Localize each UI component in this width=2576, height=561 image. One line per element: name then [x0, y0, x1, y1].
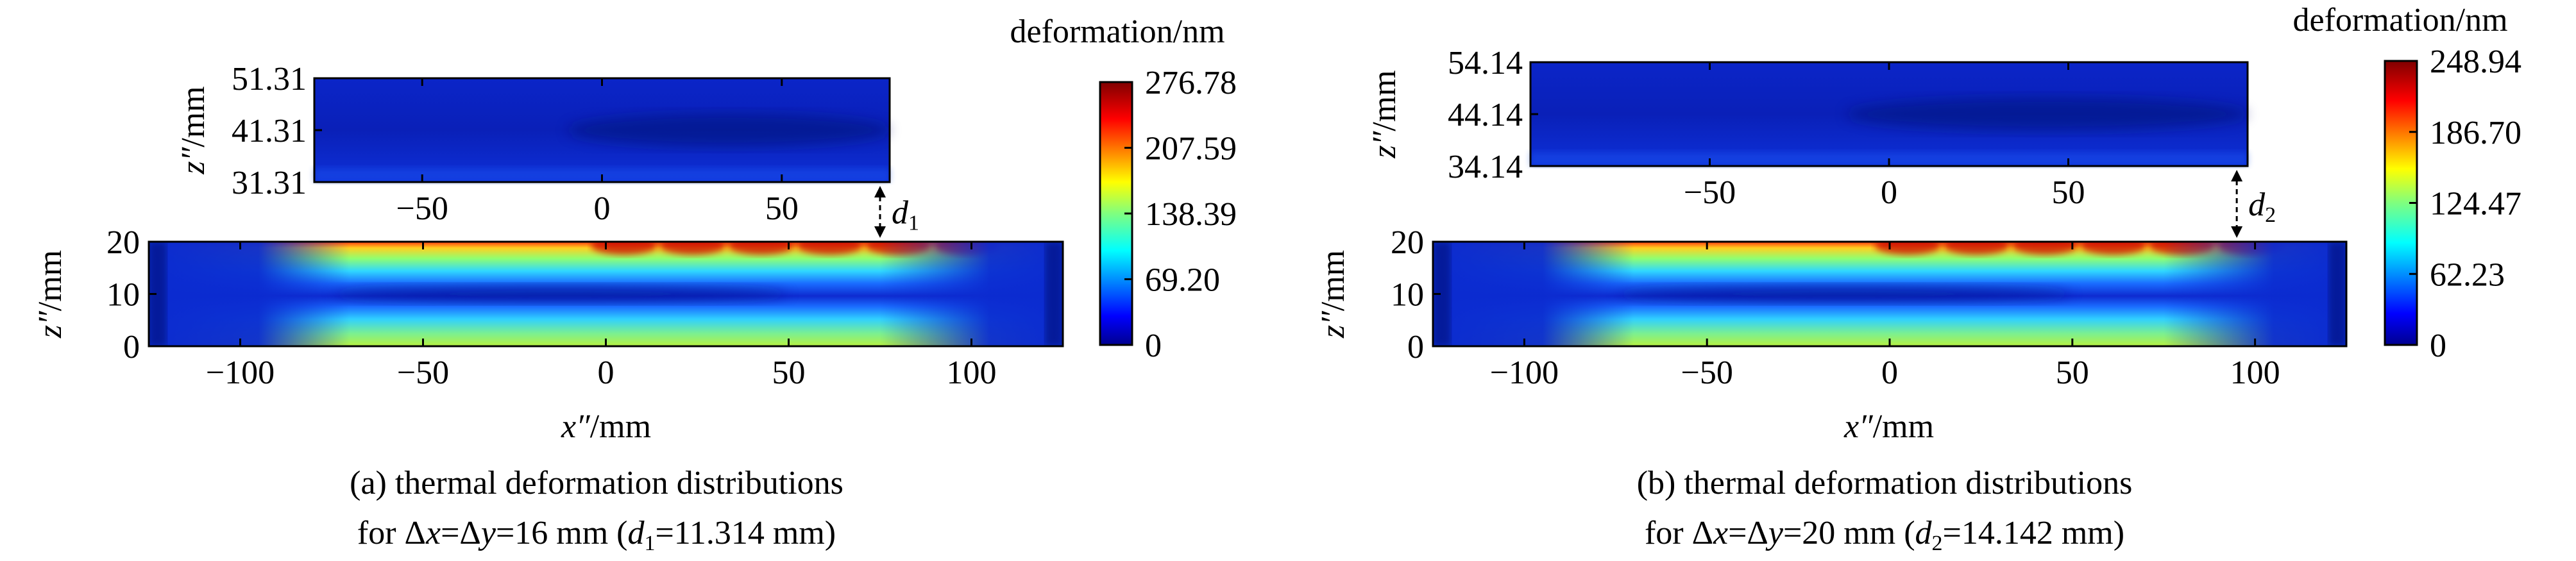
edge-fade: [149, 242, 1063, 346]
bottom-x-tick-label: −50: [397, 355, 449, 391]
x-axis-label: x″/mm: [1843, 408, 1934, 445]
bottom-x-tick-label: −100: [206, 355, 275, 391]
gap-arrow-head-up: [2231, 170, 2243, 181]
bottom-x-tick-label: 100: [2230, 355, 2280, 391]
top-x-tick-label: 50: [2052, 174, 2085, 211]
colorbar-title: deformation/nm: [2292, 2, 2507, 38]
gap-arrow-head-down: [874, 226, 886, 238]
top-x-tick-label: 50: [765, 190, 799, 227]
caption-line-2: for Δx=Δy=20 mm (d2=14.142 mm): [1645, 515, 2124, 555]
bottom-z-axis-label: z″/mm: [1315, 250, 1352, 339]
bottom-z-axis-label: z″/mm: [32, 250, 69, 339]
bottom-z-tick-label: 0: [1407, 329, 1424, 365]
colorbar-tick-label: 124.47: [2430, 186, 2521, 222]
top-x-tick-label: −50: [396, 190, 448, 227]
colorbar-tick-label: 62.23: [2430, 256, 2505, 293]
top-x-tick-label: 0: [594, 190, 611, 227]
bottom-x-tick-label: 100: [947, 355, 997, 391]
bottom-plate-heatmap: [149, 242, 1063, 346]
top-z-tick-label: 41.31: [232, 113, 307, 149]
top-z-tick-label: 31.31: [232, 165, 307, 201]
colorbar-tick-label: 69.20: [1145, 262, 1220, 298]
top-z-axis-label: z″/mm: [1366, 70, 1403, 158]
bottom-z-tick-label: 20: [1391, 224, 1424, 261]
caption-line-2: for Δx=Δy=16 mm (d1=11.314 mm): [357, 515, 836, 555]
right-edge: [2328, 242, 2346, 346]
gap-arrow-head-up: [874, 186, 886, 197]
top-z-tick-label: 54.14: [1448, 45, 1523, 81]
gap-arrow-head-down: [2231, 226, 2243, 238]
edge-fade: [1433, 242, 2346, 346]
bottom-x-tick-label: 50: [2056, 355, 2089, 391]
gap-label: d2: [2248, 187, 2276, 227]
top-plate-heatmap: [313, 77, 891, 183]
top-x-tick-label: −50: [1684, 174, 1736, 211]
bottom-x-tick-label: 0: [1881, 355, 1898, 391]
colorbar-tick-label: 248.94: [2430, 44, 2521, 80]
colorbar-tick-label: 0: [1145, 328, 1162, 364]
colorbar-tick-label: 138.39: [1145, 196, 1237, 233]
top-plate-heatmap: [1529, 61, 2249, 167]
bottom-z-tick-label: 0: [123, 329, 140, 365]
right-edge: [1045, 242, 1063, 346]
caption-line-1: (b) thermal deformation distributions: [1637, 465, 2133, 501]
colorbar-title: deformation/nm: [1010, 13, 1224, 50]
top-z-axis-label: z″/mm: [175, 86, 212, 174]
colorbar-tick-label: 276.78: [1145, 65, 1237, 101]
colorbar-tick-label: 0: [2430, 328, 2446, 364]
colorbar-tick-label: 186.70: [2430, 115, 2521, 151]
top-z-tick-label: 34.14: [1448, 149, 1523, 185]
bottom-plate-heatmap: [1433, 242, 2346, 346]
bottom-z-tick-label: 20: [106, 224, 140, 261]
bottom-x-tick-label: 50: [772, 355, 806, 391]
top-x-tick-label: 0: [1881, 174, 1897, 211]
top-z-tick-label: 44.14: [1448, 97, 1523, 133]
bottom-z-tick-label: 10: [106, 277, 140, 314]
top-plate-cold-core: [567, 113, 890, 147]
bottom-x-tick-label: 0: [598, 355, 614, 391]
bottom-x-tick-label: −100: [1490, 355, 1559, 391]
x-axis-label: x″/mm: [561, 408, 651, 445]
colorbar-tick-label: 207.59: [1145, 130, 1237, 167]
bottom-x-tick-label: −50: [1681, 355, 1733, 391]
caption-line-1: (a) thermal deformation distributions: [350, 465, 843, 501]
top-z-tick-label: 51.31: [232, 61, 307, 97]
top-plate-cold-core: [1845, 97, 2248, 131]
bottom-z-tick-label: 10: [1391, 277, 1424, 314]
gap-label: d1: [892, 195, 919, 235]
